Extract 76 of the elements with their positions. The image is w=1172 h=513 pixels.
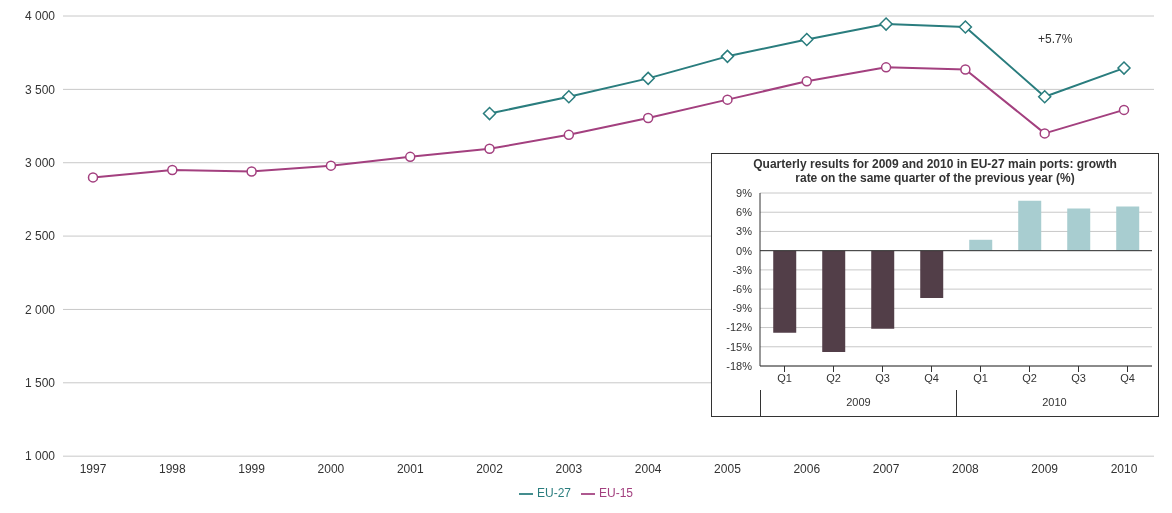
point bbox=[879, 17, 893, 31]
x-tick-label: 2003 bbox=[555, 461, 583, 476]
y-tick-label: -6% bbox=[732, 283, 753, 296]
x-tick-label: 2010 bbox=[1110, 461, 1138, 476]
x-tick-label: Q1 bbox=[777, 371, 792, 384]
point bbox=[801, 76, 813, 87]
point bbox=[484, 143, 495, 155]
bar bbox=[773, 250, 797, 333]
point bbox=[167, 164, 178, 176]
point bbox=[720, 49, 735, 64]
x-tick-label: Q4 bbox=[924, 371, 939, 384]
x-tick-label: 2006 bbox=[793, 461, 821, 476]
bar bbox=[1018, 200, 1042, 251]
y-tick-label: 2 500 bbox=[24, 229, 56, 244]
y-tick-label: -18% bbox=[726, 359, 753, 372]
point bbox=[563, 129, 575, 141]
point bbox=[722, 94, 733, 105]
point bbox=[246, 166, 257, 177]
x-tick-label: Q4 bbox=[1120, 371, 1135, 384]
y-tick-label: -9% bbox=[732, 302, 753, 315]
point bbox=[642, 112, 654, 124]
x-tick-label: Q3 bbox=[875, 371, 890, 384]
y-tick-label: 3 500 bbox=[24, 82, 56, 97]
bar bbox=[920, 250, 944, 299]
point bbox=[1039, 128, 1050, 139]
point bbox=[404, 151, 416, 163]
x-tick-label: 2001 bbox=[396, 461, 424, 476]
bar bbox=[1116, 206, 1140, 251]
point bbox=[800, 32, 814, 47]
y-tick-label: 3% bbox=[736, 225, 753, 238]
y-tick-label: 0% bbox=[736, 244, 753, 257]
y-tick-label: -3% bbox=[732, 263, 753, 276]
point bbox=[641, 71, 655, 86]
point bbox=[880, 62, 892, 73]
x-tick-label: 1998 bbox=[158, 461, 186, 476]
x-tick-label: 2004 bbox=[634, 461, 662, 476]
point bbox=[87, 172, 99, 183]
x-tick-label: 2007 bbox=[872, 461, 900, 476]
point bbox=[1117, 61, 1131, 75]
x-tick-label: 2000 bbox=[317, 461, 345, 476]
y-tick-label: 6% bbox=[736, 206, 753, 219]
point bbox=[1118, 104, 1130, 116]
x-tick-label: Q2 bbox=[1022, 371, 1037, 384]
point bbox=[1037, 89, 1052, 104]
x-tick-label: 2005 bbox=[714, 461, 742, 476]
legend-label: EU-27 bbox=[536, 486, 571, 501]
x-tick-label: 2002 bbox=[476, 461, 504, 476]
y-tick-label: 4 000 bbox=[24, 9, 56, 24]
annotation: 2010 bbox=[956, 390, 1152, 416]
annotation: +5.7% bbox=[1038, 32, 1073, 46]
bar bbox=[822, 250, 846, 352]
y-tick-label: -15% bbox=[726, 340, 753, 353]
x-tick-label: 2009 bbox=[1031, 461, 1059, 476]
point bbox=[325, 160, 337, 171]
chart-title: Quarterly results for 2009 and 2010 in EU-27 main ports: growth rate on the same quarter of the previous year (%) bbox=[752, 156, 1118, 185]
y-tick-label: -12% bbox=[726, 321, 753, 334]
point bbox=[482, 106, 497, 121]
x-tick-label: Q2 bbox=[826, 371, 841, 384]
y-tick-label: 2 000 bbox=[24, 302, 56, 317]
point bbox=[562, 89, 576, 104]
legend-label: EU-15 bbox=[599, 486, 634, 501]
x-tick-label: 2008 bbox=[952, 461, 980, 476]
x-tick-label: Q1 bbox=[973, 371, 988, 384]
y-tick-label: 1 500 bbox=[24, 376, 56, 391]
y-tick-label: 1 000 bbox=[24, 449, 56, 464]
y-tick-label: 9% bbox=[736, 186, 753, 199]
x-tick-label: 1997 bbox=[79, 461, 107, 476]
x-tick-label: Q3 bbox=[1071, 371, 1086, 384]
bar bbox=[1067, 208, 1091, 251]
point bbox=[958, 20, 973, 34]
point bbox=[960, 64, 971, 75]
bar bbox=[871, 250, 895, 329]
annotation: 2009 bbox=[760, 390, 956, 416]
x-tick-label: 1999 bbox=[238, 461, 266, 476]
bar bbox=[969, 239, 993, 251]
y-tick-label: 3 000 bbox=[24, 155, 56, 170]
